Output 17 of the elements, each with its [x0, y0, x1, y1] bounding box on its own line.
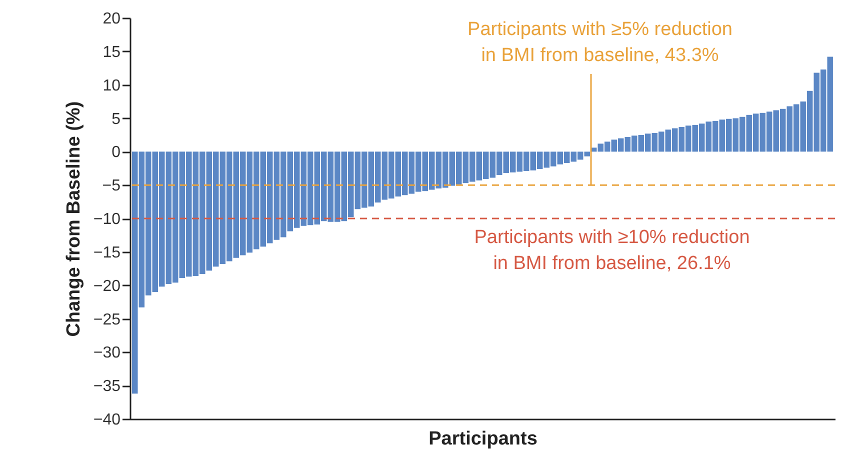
y-tick-label: −30: [93, 344, 121, 362]
y-tick-label: 5: [112, 110, 121, 128]
y-tick-label: 10: [102, 77, 121, 94]
y-tick-label: −15: [93, 244, 121, 262]
y-tick-label: 0: [112, 144, 121, 162]
ref-line-label: Participants with ≥10% reduction in BMI from baseline, 26.1%: [474, 227, 750, 274]
y-tick-label: −20: [93, 278, 121, 295]
y-tick-label: 20: [102, 10, 121, 28]
y-tick-label: 15: [102, 44, 121, 61]
x-axis-title: Participants: [428, 428, 538, 450]
y-tick-label: −25: [93, 311, 121, 328]
y-tick-label: −5: [102, 178, 121, 195]
y-tick-label: −10: [93, 211, 121, 228]
y-tick-label: −35: [93, 378, 121, 396]
y-axis-title: Change from Baseline (%): [63, 101, 84, 337]
ref-line-label: Participants with ≥5% reduction in BMI from baseline, 43.3%: [468, 19, 732, 66]
y-tick-label: −40: [93, 412, 121, 428]
